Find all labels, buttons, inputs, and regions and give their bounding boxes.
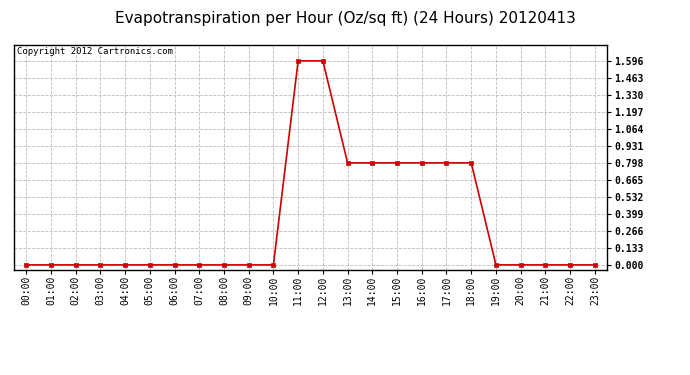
Text: Evapotranspiration per Hour (Oz/sq ft) (24 Hours) 20120413: Evapotranspiration per Hour (Oz/sq ft) (… [115, 11, 575, 26]
Text: Copyright 2012 Cartronics.com: Copyright 2012 Cartronics.com [17, 47, 172, 56]
